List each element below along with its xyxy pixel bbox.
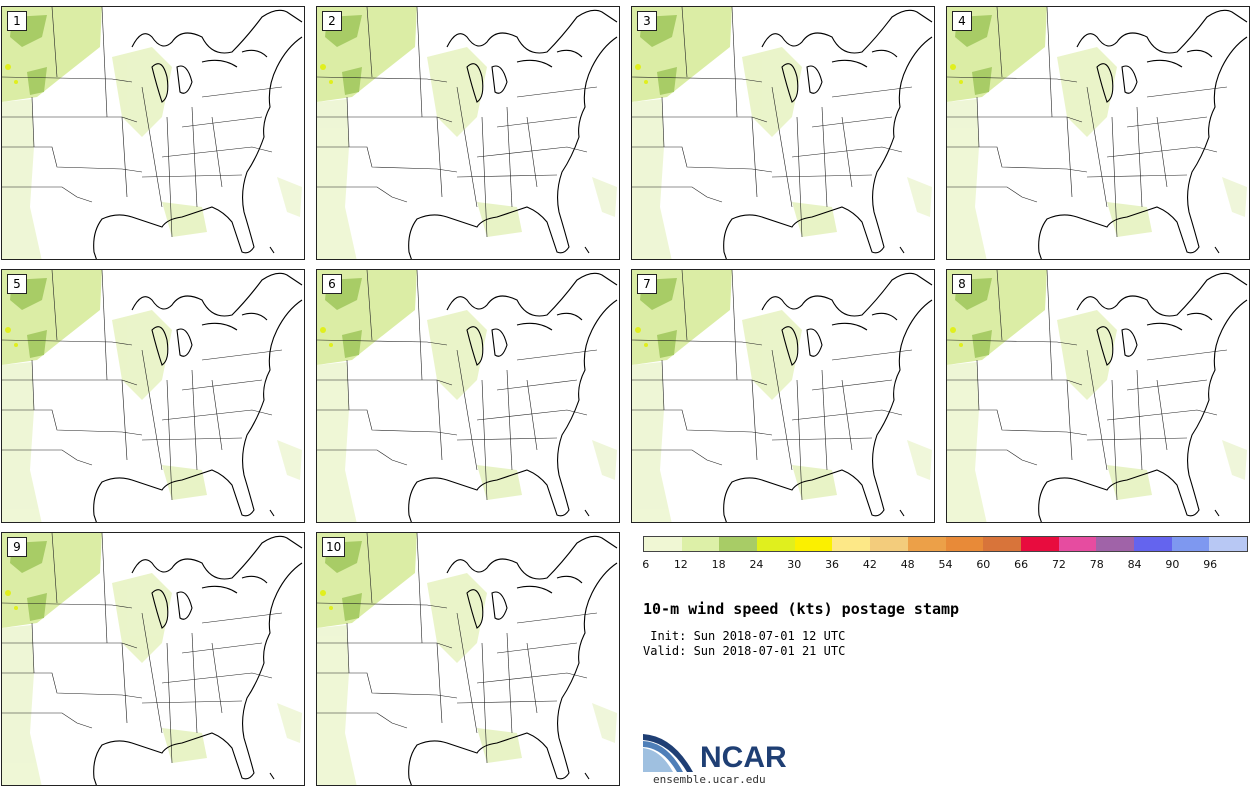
colorbar-swatch	[907, 537, 946, 551]
member-label: 7	[637, 274, 657, 294]
colorbar-swatch	[644, 537, 682, 551]
logo-url: ensemble.ucar.edu	[653, 773, 766, 786]
colorbar-swatch	[983, 537, 1021, 551]
stamp-panel-9: 9	[1, 532, 305, 786]
colorbar-tick-label: 6	[642, 558, 650, 571]
colorbar-tick-label: 18	[711, 558, 726, 571]
colorbar-ticks: 6 12 18 24 30 36 42 48 54 60 66 72 78 84 90 96	[642, 558, 1248, 572]
colorbar-tick-label: 72	[1051, 558, 1066, 571]
member-label: 4	[952, 11, 972, 31]
stamp-panel-3: 3	[631, 6, 935, 260]
stamp-panel-2: 2	[316, 6, 620, 260]
member-label: 1	[7, 11, 27, 31]
ncar-logo-icon	[643, 734, 693, 772]
member-label: 3	[637, 11, 657, 31]
valid-time: Valid: Sun 2018-07-01 21 UTC	[643, 644, 846, 658]
stamp-panel-5: 5	[1, 269, 305, 523]
member-label: 5	[7, 274, 27, 294]
member-label: 9	[7, 537, 27, 557]
colorbar-tick-label: 96	[1203, 558, 1218, 571]
wind-map-10	[317, 533, 618, 785]
stamp-panel-6: 6	[316, 269, 620, 523]
colorbar-swatch	[719, 537, 758, 551]
wind-map-6	[317, 270, 618, 522]
colorbar-tick-label: 12	[673, 558, 688, 571]
colorbar-swatch	[681, 537, 720, 551]
logo-text: NCAR	[700, 741, 787, 774]
member-label: 6	[322, 274, 342, 294]
colorbar-swatch	[1133, 537, 1172, 551]
colorbar-swatch	[794, 537, 833, 551]
member-label: 8	[952, 274, 972, 294]
colorbar-swatch	[1209, 537, 1247, 551]
colorbar-tick-label: 78	[1089, 558, 1104, 571]
stamp-panel-7: 7	[631, 269, 935, 523]
stamp-panel-10: 10	[316, 532, 620, 786]
wind-map-5	[2, 270, 303, 522]
colorbar-tick-label: 36	[825, 558, 840, 571]
colorbar	[643, 536, 1248, 552]
member-label: 2	[322, 11, 342, 31]
stamp-panel-4: 4	[946, 6, 1250, 260]
colorbar-tick-label: 54	[938, 558, 953, 571]
member-label: 10	[322, 537, 346, 557]
colorbar-tick-label: 48	[900, 558, 915, 571]
wind-map-2	[317, 7, 618, 259]
colorbar-tick-label: 30	[787, 558, 802, 571]
colorbar-tick-label: 60	[976, 558, 991, 571]
wind-map-7	[632, 270, 933, 522]
colorbar-swatch	[1020, 537, 1059, 551]
colorbar-tick-label: 90	[1165, 558, 1180, 571]
colorbar-tick-label: 24	[749, 558, 764, 571]
colorbar-swatch	[832, 537, 871, 551]
wind-map-1	[2, 7, 303, 259]
wind-map-9	[2, 533, 303, 785]
wind-map-8	[947, 270, 1248, 522]
colorbar-tick-label: 42	[862, 558, 877, 571]
chart-title: 10-m wind speed (kts) postage stamp	[643, 600, 960, 618]
colorbar-swatch	[757, 537, 795, 551]
colorbar-tick-label: 84	[1127, 558, 1142, 571]
colorbar-swatch	[1058, 537, 1097, 551]
init-time: Init: Sun 2018-07-01 12 UTC	[643, 629, 846, 643]
stamp-panel-1: 1	[1, 6, 305, 260]
colorbar-tick-label: 66	[1014, 558, 1029, 571]
colorbar-swatch	[870, 537, 908, 551]
wind-map-3	[632, 7, 933, 259]
colorbar-swatch	[945, 537, 984, 551]
colorbar-swatch	[1171, 537, 1210, 551]
stamp-panel-8: 8	[946, 269, 1250, 523]
colorbar-swatch	[1096, 537, 1134, 551]
wind-map-4	[947, 7, 1248, 259]
